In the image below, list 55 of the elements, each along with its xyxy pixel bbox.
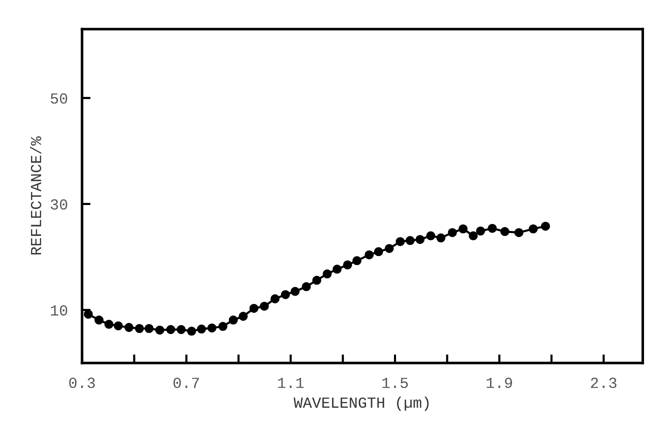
point — [207, 323, 216, 332]
point — [270, 294, 280, 304]
point — [196, 324, 206, 334]
point — [426, 231, 436, 240]
x-tick-label: 0.7 — [174, 378, 199, 388]
point — [218, 322, 228, 331]
y-tick-label: 30 — [50, 199, 68, 210]
x-tick-label: 0.3 — [69, 378, 95, 388]
point — [374, 247, 384, 256]
point — [187, 326, 196, 336]
point — [280, 290, 290, 300]
point — [238, 312, 248, 321]
point — [528, 224, 538, 234]
x-tick-label: 1.5 — [382, 378, 408, 388]
point — [476, 226, 486, 236]
x-axis-title: WAVELENGTH (µm) — [294, 396, 429, 411]
point — [155, 326, 164, 335]
point — [144, 324, 154, 334]
point — [352, 256, 362, 266]
point — [322, 269, 332, 278]
point — [364, 250, 374, 260]
point — [166, 325, 176, 334]
y-axis-title: REFLECTANCE/% — [30, 136, 42, 254]
y-tick-label: 50 — [50, 93, 68, 104]
point — [396, 237, 405, 246]
point — [488, 224, 497, 233]
point — [114, 321, 123, 330]
point — [228, 316, 238, 325]
point — [104, 320, 114, 329]
point — [134, 324, 144, 334]
point — [540, 222, 550, 231]
point — [84, 310, 93, 319]
point — [416, 234, 425, 244]
point — [94, 316, 104, 325]
point — [468, 231, 478, 240]
point — [500, 227, 510, 236]
x-tick-label: 1.9 — [486, 378, 512, 388]
point — [343, 260, 352, 270]
point — [448, 228, 457, 238]
point — [514, 228, 524, 238]
y-tick-label: 10 — [50, 305, 68, 316]
point — [124, 322, 134, 332]
point — [290, 286, 300, 296]
point — [406, 236, 415, 246]
point — [302, 282, 311, 292]
point — [458, 224, 468, 234]
point — [436, 233, 446, 242]
point — [249, 304, 258, 313]
point — [260, 302, 269, 311]
x-tick-label: 2.3 — [590, 378, 616, 388]
point — [332, 264, 342, 274]
point — [312, 276, 322, 285]
point — [384, 244, 394, 253]
x-tick-label: 1.1 — [278, 378, 304, 388]
point — [176, 325, 186, 334]
